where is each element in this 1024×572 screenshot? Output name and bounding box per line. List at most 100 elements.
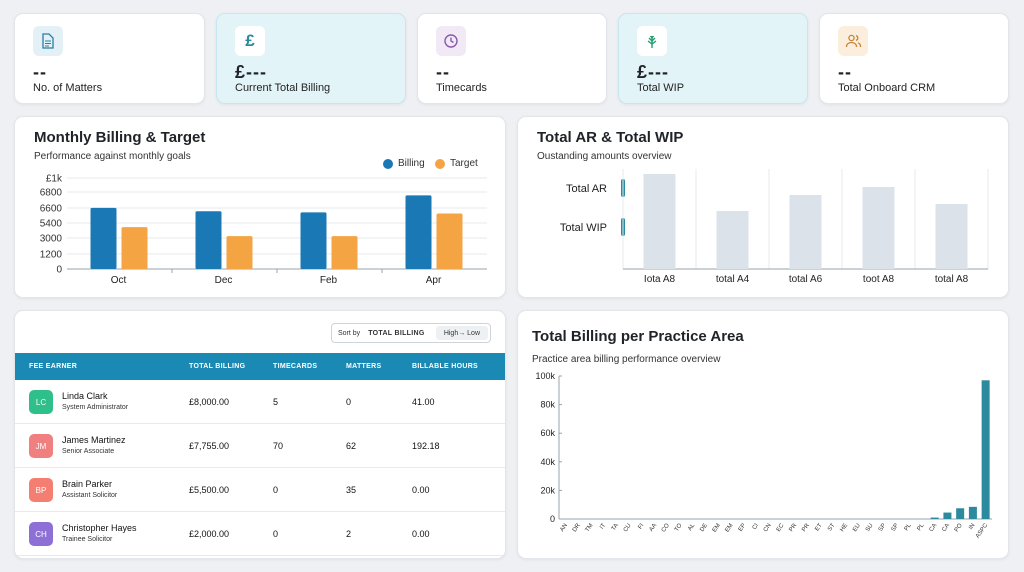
practice-bar [968,506,977,519]
ar-wip-bar [935,204,968,269]
y-tick-label: 100k [535,371,555,381]
fee-earner-role: Senior Associate [62,448,115,455]
y-tick-label: 6600 [40,204,63,215]
fee-earner-name: Christopher Hayes [62,523,137,533]
panel-subtitle: Oustanding amounts overview [537,151,672,162]
sort-value: TOTAL BILLING [368,329,425,337]
x-tick-label: Feb [320,275,338,286]
x-tick-label: SP [891,523,901,533]
avatar: JM [29,434,53,458]
y-tick-label: £1k [46,174,63,185]
x-tick-label: CU [623,523,633,534]
legend-target[interactable]: Target [435,158,478,169]
y-tick-label: 1200 [40,250,63,261]
stat-card-timecards[interactable]: -- Timecards [417,13,607,104]
x-tick-label: total A4 [716,274,750,285]
table-row[interactable]: BP Brain Parker Assistant Solicitor £5,5… [15,468,505,512]
ar-wip-bar [716,211,749,269]
stat-value: £--- [637,62,669,82]
header-matters[interactable]: MATTERS [346,363,382,370]
practice-bar [981,380,990,519]
stat-card-wip[interactable]: £--- Total WIP [618,13,808,104]
x-tick-label: CN [763,523,773,534]
x-tick-label: CA [941,523,951,533]
stat-value: -- [838,62,852,82]
legend-label: Target [450,158,478,169]
stat-value: -- [436,62,450,82]
cell-billable-hours: 192.18 [412,441,440,451]
x-tick-label: TO [674,522,684,532]
fee-earner-name: Brain Parker [62,479,113,489]
billing-bar [195,211,222,269]
header-billable-hours[interactable]: BILLABLE HOURS [412,363,479,370]
avatar: BP [29,478,53,502]
table-row[interactable]: JM James Martinez Senior Associate £7,75… [15,424,505,468]
target-bar [436,213,463,269]
billing-bar [300,212,327,269]
x-tick-label: PR [801,522,811,533]
avatar: LC [29,390,53,414]
x-tick-label: Dec [215,275,233,286]
y-tick-label: 0 [550,514,555,524]
stat-value: £--- [235,62,267,82]
x-tick-label: IN [968,523,976,531]
sort-direction-toggle[interactable]: High→ Low [435,326,488,340]
x-tick-label: SU [865,523,875,533]
header-total-billing[interactable]: TOTAL BILLING [189,363,246,370]
sort-label: Sort by [338,329,361,337]
cell-timecards: 70 [273,441,284,451]
cell-matters: 35 [346,485,357,495]
x-tick-label: Iota A8 [644,274,676,285]
stat-card-crm[interactable]: -- Total Onboard CRM [819,13,1009,104]
table-row[interactable]: CH Christopher Hayes Trainee Solicitor £… [15,512,505,556]
fee-earner-name: James Martinez [62,435,126,445]
stat-card-matters[interactable]: -- No. of Matters [14,13,205,104]
x-tick-label: SP [878,523,888,533]
x-tick-label: Oct [111,275,127,286]
table-row[interactable]: LC Linda Clark System Administrator £8,0… [15,380,505,424]
header-fee-earner[interactable]: FEE EARNER [29,363,78,370]
stat-card-billing[interactable]: £ £--- Current Total Billing [216,13,406,104]
billing-bar [405,195,432,269]
leaf-icon [637,26,667,56]
x-tick-label: ASPC [975,522,990,539]
pound-icon: £ [235,26,265,56]
fee-earner-role: Assistant Solicitor [62,492,118,499]
legend-billing[interactable]: Billing [383,158,425,169]
clock-icon [436,26,466,56]
fee-earner-role: Trainee Solicitor [62,536,113,543]
ar-wip-chart: Total AR Total WIP Iota A8 total A4 total A6… [560,169,989,285]
y-tick-label: 40k [540,457,555,467]
target-bar [331,236,358,269]
x-tick-label: PL [916,522,926,532]
x-tick-label: TM [585,523,595,534]
header-timecards[interactable]: TIMECARDS [273,363,318,370]
ar-wip-bar [862,187,895,269]
x-tick-label: FI [637,522,645,530]
y-tick-label: 80k [540,400,555,410]
x-tick-label: PO [954,522,964,533]
practice-area-panel: Total Billing per Practice Area Practice… [517,310,1009,559]
cell-total-billing: £2,000.00 [189,529,230,539]
cell-total-billing: £7,755.00 [189,441,230,451]
x-tick-label: EC [776,522,786,533]
x-tick-label: AN [559,523,569,533]
stat-value: -- [33,62,47,82]
panel-title: Monthly Billing & Target [34,129,206,146]
panel-subtitle: Performance against monthly goals [34,151,191,162]
x-tick-label: CA [929,523,939,533]
cell-matters: 2 [346,529,352,539]
practice-area-chart: 0 20k 40k 60k 80k 100k AN DR TM IT TA CU FI AA CO TO AL D… [535,371,992,540]
x-tick-label: AL [687,522,697,532]
stat-label: No. of Matters [33,82,103,94]
x-tick-label: TA [611,523,620,532]
x-tick-label: EM [724,523,734,534]
sort-dropdown[interactable]: Sort by TOTAL BILLING High→ Low [331,323,491,343]
panel-subtitle: Practice area billing performance overvi… [532,354,721,365]
cell-billable-hours: 0.00 [412,529,430,539]
billing-swatch [383,158,393,169]
x-tick-label: IT [599,522,607,530]
x-tick-label: ET [814,522,824,532]
x-tick-label: CO [661,522,671,533]
x-tick-label: DE [699,523,709,533]
